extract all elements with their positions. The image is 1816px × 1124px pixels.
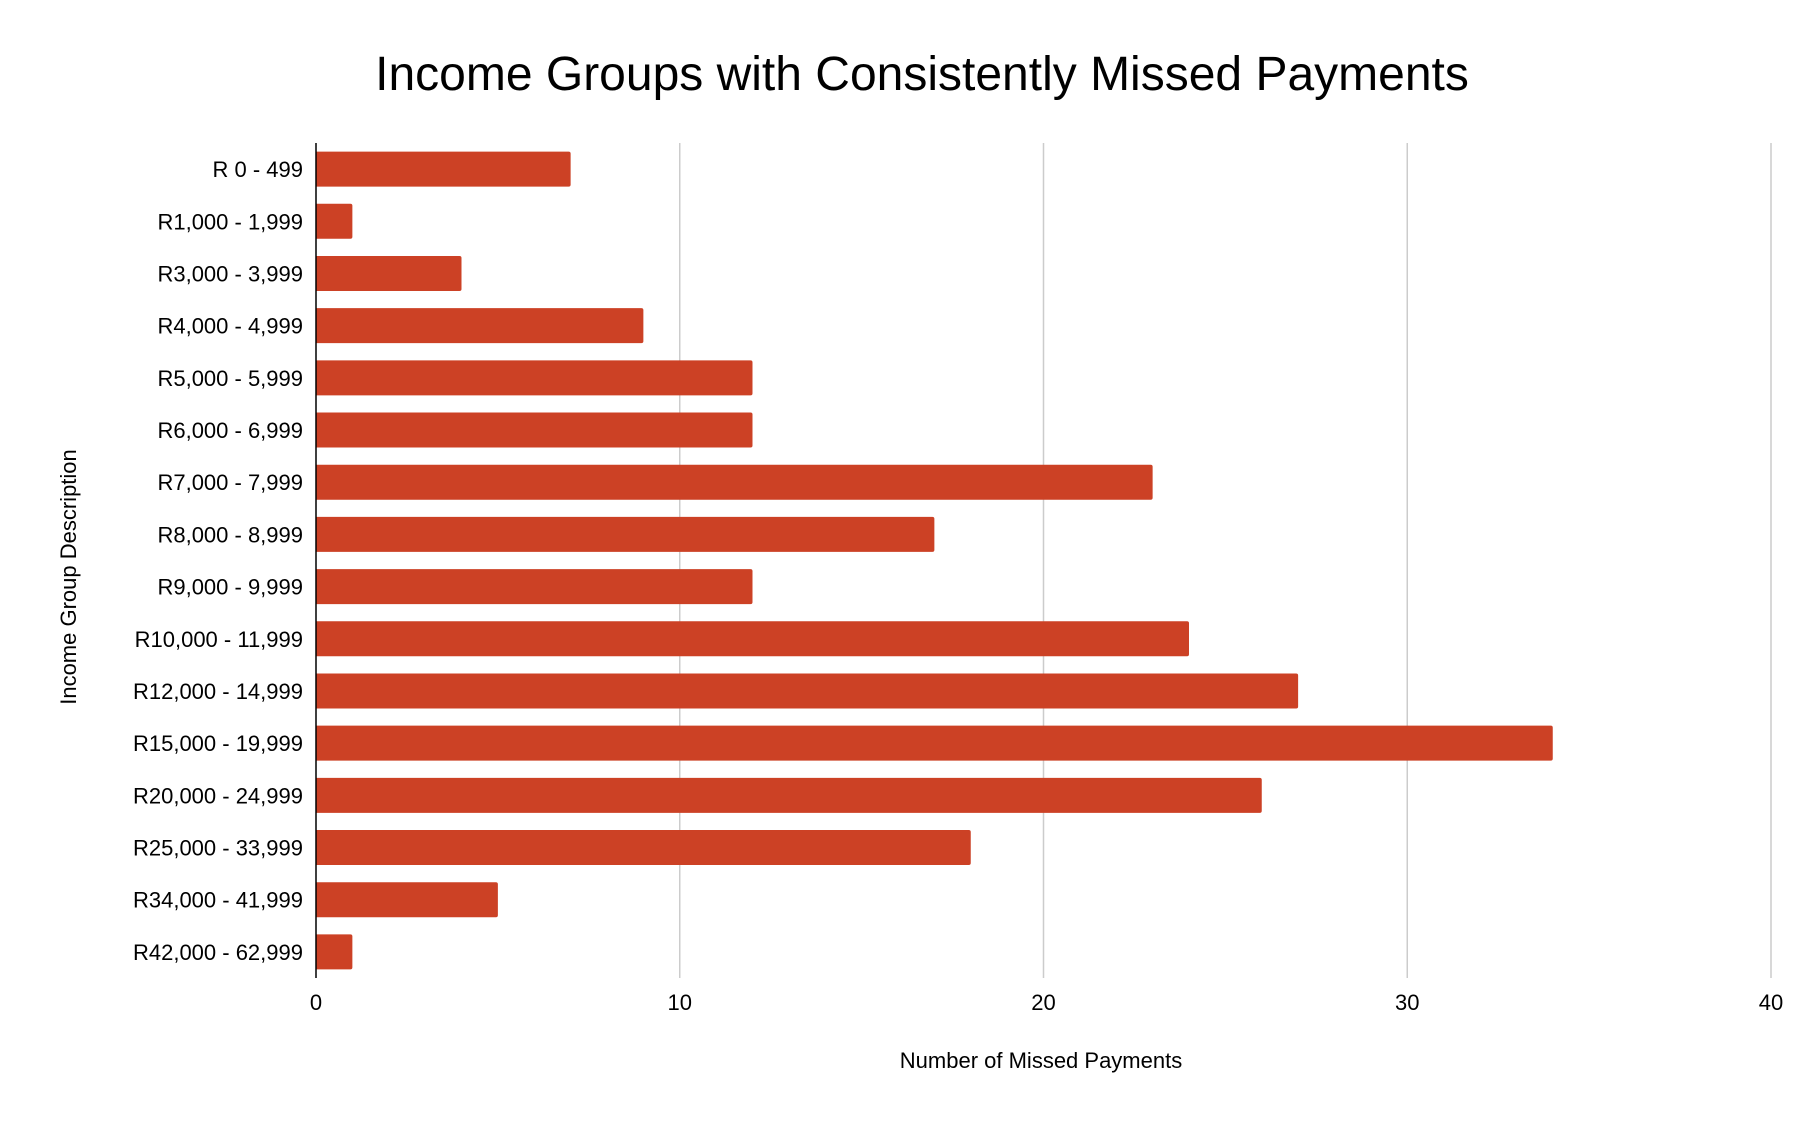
category-label: R25,000 - 33,999 xyxy=(133,836,303,861)
category-label: R20,000 - 24,999 xyxy=(133,783,303,808)
x-tick-label: 0 xyxy=(310,990,322,1015)
chart-title: Income Groups with Consistently Missed P… xyxy=(375,48,1469,101)
category-label: R34,000 - 41,999 xyxy=(133,888,303,913)
bar xyxy=(316,621,1189,657)
bars xyxy=(316,151,1553,970)
category-labels: R 0 - 499 R1,000 - 1,999 R3,000 - 3,999 R4,… xyxy=(133,157,303,965)
x-tick-labels: 0 10 20 30 40 xyxy=(310,990,1783,1015)
bar xyxy=(316,255,462,291)
bar xyxy=(316,830,971,866)
bar xyxy=(316,934,353,970)
x-tick-label: 40 xyxy=(1759,990,1783,1015)
category-label: R4,000 - 4,999 xyxy=(157,314,303,339)
bar xyxy=(316,516,935,552)
category-label: R42,000 - 62,999 xyxy=(133,940,303,965)
bar xyxy=(316,725,1553,761)
category-label: R15,000 - 19,999 xyxy=(133,731,303,756)
bar xyxy=(316,203,353,239)
category-label: R 0 - 499 xyxy=(213,157,304,182)
bar xyxy=(316,360,753,396)
y-axis-label: Income Group Description xyxy=(56,449,81,705)
bar xyxy=(316,882,498,918)
category-label: R12,000 - 14,999 xyxy=(133,679,303,704)
category-label: R10,000 - 11,999 xyxy=(135,627,303,652)
x-tick-label: 30 xyxy=(1395,990,1419,1015)
bar xyxy=(316,777,1262,813)
x-tick-label: 10 xyxy=(668,990,692,1015)
bar xyxy=(316,673,1299,709)
bar xyxy=(316,569,753,605)
category-label: R9,000 - 9,999 xyxy=(157,575,303,600)
category-label: R7,000 - 7,999 xyxy=(157,470,303,495)
bar xyxy=(316,151,571,187)
bar xyxy=(316,412,753,448)
category-label: R5,000 - 5,999 xyxy=(157,366,303,391)
x-tick-label: 20 xyxy=(1031,990,1055,1015)
category-label: R3,000 - 3,999 xyxy=(157,261,303,286)
category-label: R8,000 - 8,999 xyxy=(157,522,303,547)
category-label: R1,000 - 1,999 xyxy=(157,209,303,234)
x-axis-label: Number of Missed Payments xyxy=(900,1048,1182,1073)
bar xyxy=(316,464,1153,500)
bar xyxy=(316,308,644,344)
category-label: R6,000 - 6,999 xyxy=(157,418,303,443)
